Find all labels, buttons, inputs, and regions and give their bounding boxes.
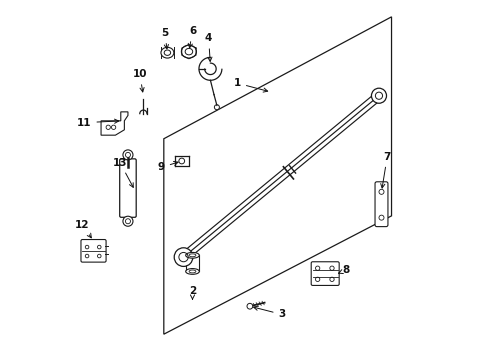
Text: 4: 4 bbox=[204, 33, 212, 62]
Text: 13: 13 bbox=[113, 158, 133, 187]
Text: 7: 7 bbox=[380, 152, 390, 188]
Ellipse shape bbox=[185, 269, 199, 274]
Text: 1: 1 bbox=[233, 78, 267, 92]
Ellipse shape bbox=[161, 47, 174, 58]
FancyBboxPatch shape bbox=[374, 182, 387, 226]
Text: 5: 5 bbox=[161, 28, 168, 49]
Ellipse shape bbox=[174, 248, 192, 266]
FancyBboxPatch shape bbox=[310, 262, 339, 285]
FancyBboxPatch shape bbox=[120, 159, 136, 217]
Ellipse shape bbox=[181, 45, 196, 58]
Circle shape bbox=[214, 105, 219, 110]
Text: 8: 8 bbox=[338, 265, 348, 275]
Ellipse shape bbox=[122, 216, 133, 226]
Text: 3: 3 bbox=[253, 306, 285, 319]
Ellipse shape bbox=[185, 252, 199, 258]
Ellipse shape bbox=[371, 88, 386, 103]
Ellipse shape bbox=[179, 158, 184, 164]
Text: 9: 9 bbox=[158, 161, 178, 172]
Text: 10: 10 bbox=[132, 69, 147, 92]
Text: 11: 11 bbox=[77, 118, 119, 128]
Circle shape bbox=[246, 303, 252, 309]
Text: 2: 2 bbox=[188, 286, 196, 299]
Ellipse shape bbox=[122, 150, 133, 160]
Text: 6: 6 bbox=[188, 26, 196, 48]
Text: 12: 12 bbox=[75, 220, 91, 238]
FancyBboxPatch shape bbox=[81, 239, 106, 262]
